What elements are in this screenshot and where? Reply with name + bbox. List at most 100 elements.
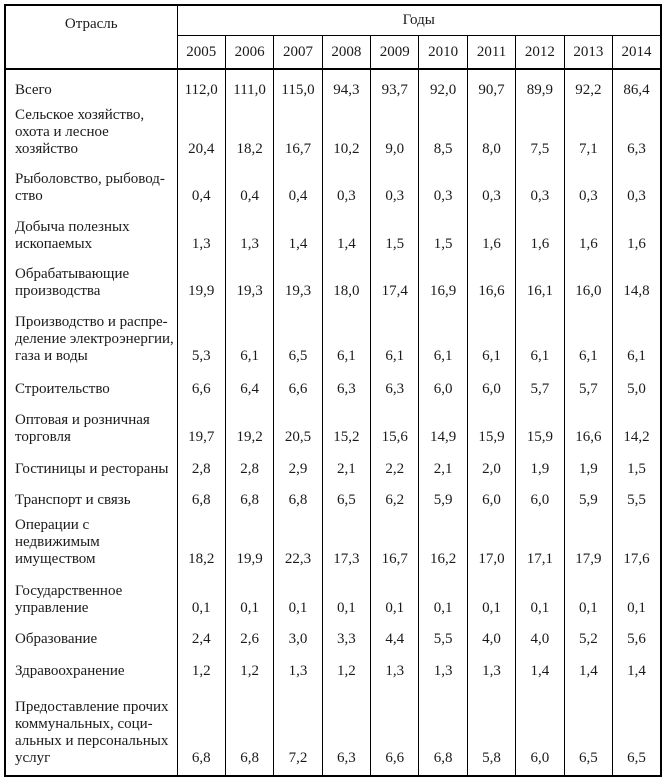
value-cell: 0,3 [466,166,516,213]
value-cell: 2,9 [273,454,323,486]
value-cell: 1,3 [466,656,516,688]
value-cell: 6,5 [612,688,661,776]
value-cell: 0,1 [370,576,419,625]
value-cell: 16,9 [418,261,468,308]
value-cell: 6,1 [370,308,419,373]
value-cell: 111,0 [224,69,274,107]
value-cell: 10,2 [321,107,371,166]
value-cell: 6,4 [224,373,274,406]
column-header-years-group: Годы [176,5,661,36]
row-label: Оптовая и розничная торговля [5,406,178,454]
value-cell: 8,0 [466,107,516,166]
value-cell: 6,8 [418,688,468,776]
value-cell: 14,8 [612,261,661,308]
value-cell: 20,4 [176,107,226,166]
value-cell: 2,8 [176,454,226,486]
table-row: Всего 112,0 111,0 115,0 94,3 93,7 92,0 90,7 89,9… [5,69,661,107]
column-header-year: 2006 [224,35,274,70]
value-cell: 6,3 [370,373,419,406]
value-cell: 8,5 [418,107,468,166]
value-cell: 0,4 [273,166,323,213]
column-header-year: 2009 [370,35,419,70]
value-cell: 6,1 [321,308,371,373]
value-cell: 6,1 [563,308,613,373]
value-cell: 5,6 [612,625,661,656]
value-cell: 5,9 [563,486,613,517]
value-cell: 15,6 [370,406,419,454]
value-cell: 1,3 [370,656,419,688]
value-cell: 16,7 [370,517,419,576]
value-cell: 5,0 [612,373,661,406]
value-cell: 6,3 [612,107,661,166]
value-cell: 1,9 [563,454,613,486]
value-cell: 6,5 [563,688,613,776]
row-label: Рыболовство, рыбовод- ство [5,166,178,213]
column-header-year: 2010 [418,35,468,70]
row-label: Сельское хозяйство, охота и лесное хозяй… [5,107,178,166]
value-cell: 19,3 [273,261,323,308]
value-cell: 16,6 [466,261,516,308]
row-label: Транспорт и связь [5,486,178,517]
value-cell: 0,1 [321,576,371,625]
value-cell: 14,2 [612,406,661,454]
value-cell: 16,1 [515,261,565,308]
value-cell: 15,2 [321,406,371,454]
value-cell: 6,3 [321,688,371,776]
value-cell: 15,9 [466,406,516,454]
row-label: Образование [5,625,178,656]
table-row: Государственное управление 0,1 0,1 0,1 0,1 0,… [5,576,661,625]
value-cell: 6,8 [176,688,226,776]
column-header-year: 2013 [563,35,613,70]
value-cell: 0,1 [418,576,468,625]
value-cell: 6,6 [370,688,419,776]
row-label: Всего [5,69,178,107]
value-cell: 1,3 [418,656,468,688]
table-row: Обрабатывающие производства 19,9 19,3 19,3 1… [5,261,661,308]
value-cell: 2,6 [224,625,274,656]
value-cell: 4,0 [466,625,516,656]
value-cell: 0,4 [176,166,226,213]
column-header-year: 2012 [515,35,565,70]
value-cell: 5,7 [515,373,565,406]
value-cell: 14,9 [418,406,468,454]
value-cell: 1,2 [321,656,371,688]
value-cell: 1,3 [273,656,323,688]
row-label: Государственное управление [5,576,178,625]
value-cell: 90,7 [466,69,516,107]
value-cell: 0,3 [321,166,371,213]
value-cell: 19,9 [224,517,274,576]
value-cell: 1,4 [273,213,323,261]
value-cell: 86,4 [612,69,661,107]
value-cell: 7,5 [515,107,565,166]
column-header-year: 2005 [176,35,226,70]
value-cell: 1,5 [418,213,468,261]
value-cell: 0,1 [612,576,661,625]
value-cell: 1,4 [321,213,371,261]
value-cell: 6,0 [466,373,516,406]
value-cell: 17,6 [612,517,661,576]
column-header-year: 2008 [321,35,371,70]
value-cell: 0,3 [563,166,613,213]
value-cell: 17,0 [466,517,516,576]
value-cell: 1,4 [515,656,565,688]
table-row: Сельское хозяйство, охота и лесное хозяй… [5,107,661,166]
value-cell: 15,9 [515,406,565,454]
row-label: Здравоохранение [5,656,178,688]
column-header-industry: Отрасль [5,5,178,70]
table-row: Транспорт и связь 6,8 6,8 6,8 6,5 6,2 5,9 6,0 6,… [5,486,661,517]
value-cell: 1,6 [515,213,565,261]
value-cell: 5,5 [612,486,661,517]
value-cell: 0,1 [224,576,274,625]
value-cell: 0,4 [224,166,274,213]
value-cell: 18,2 [224,107,274,166]
value-cell: 1,4 [612,656,661,688]
value-cell: 1,5 [612,454,661,486]
column-header-year: 2011 [466,35,516,70]
group-header-row: Отрасль Годы [5,5,661,70]
table-row: Добыча полезных ископаемых 1,3 1,3 1,4 1,4 1,… [5,213,661,261]
value-cell: 6,1 [418,308,468,373]
value-cell: 0,1 [176,576,226,625]
value-cell: 112,0 [176,69,226,107]
value-cell: 22,3 [273,517,323,576]
value-cell: 1,3 [176,213,226,261]
